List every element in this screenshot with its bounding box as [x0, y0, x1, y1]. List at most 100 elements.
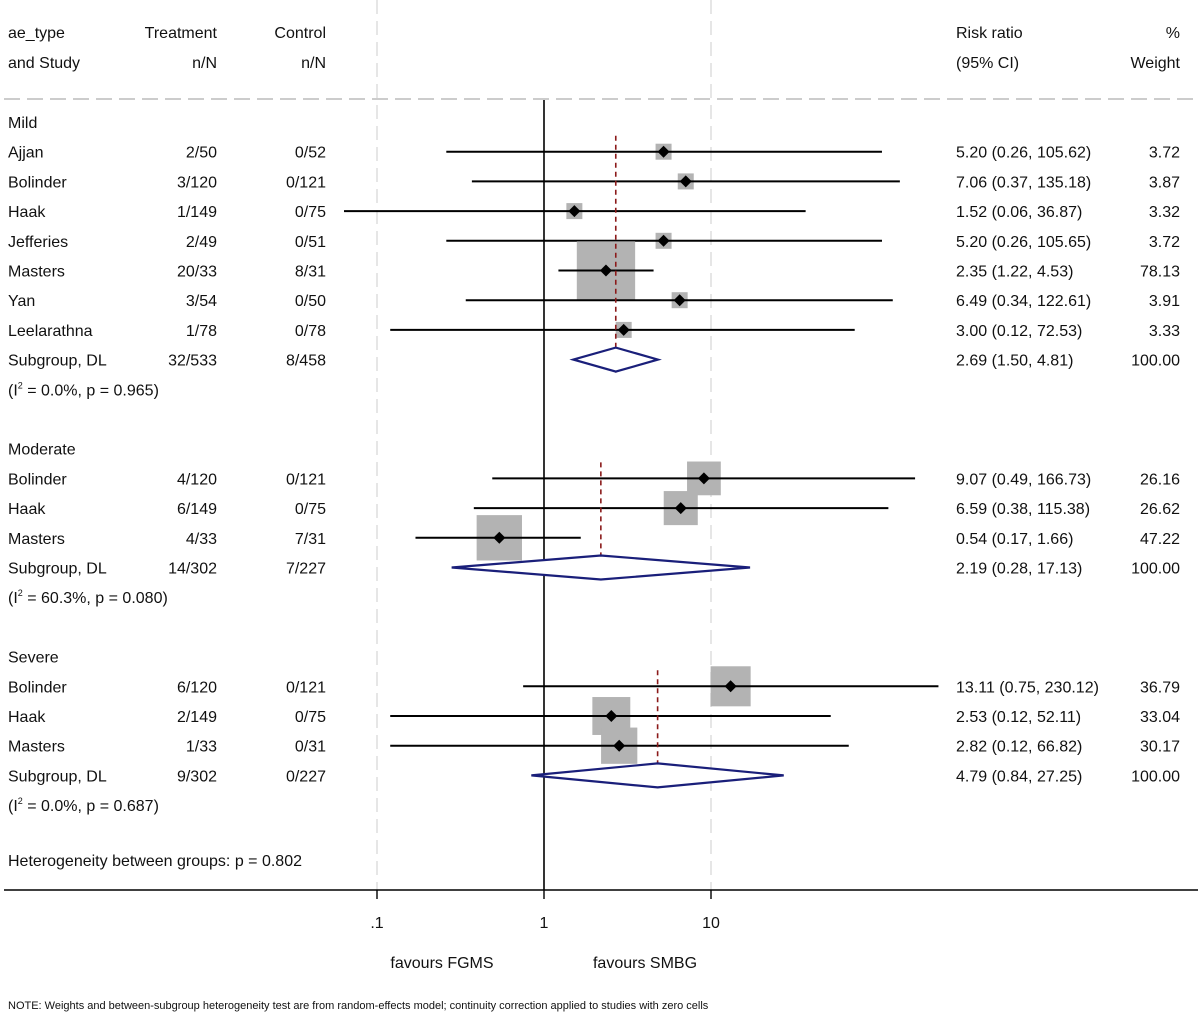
study-risk-ratio: 6.59 (0.38, 115.38)	[956, 501, 1090, 518]
study-control: 0/121	[286, 174, 326, 191]
subgroup-risk-ratio: 4.79 (0.84, 27.25)	[956, 768, 1082, 785]
header-control: Control	[274, 25, 326, 42]
subgroup-risk-ratio: 2.69 (1.50, 4.81)	[956, 353, 1073, 370]
study-name: Bolinder	[8, 174, 67, 191]
point-estimate	[674, 502, 687, 515]
group-title: Severe	[8, 650, 59, 667]
study-weight: 33.04	[1140, 709, 1180, 726]
favours-left-label: favours FGMS	[390, 955, 493, 972]
subgroup-weight: 100.00	[1131, 353, 1180, 370]
heterogeneity-stat: (I2 = 60.3%, p = 0.080)	[8, 588, 168, 607]
point-estimate	[599, 264, 612, 277]
study-treatment: 4/33	[186, 531, 217, 548]
header-treatment: Treatment	[145, 25, 218, 42]
study-risk-ratio: 0.54 (0.17, 1.66)	[956, 531, 1073, 548]
subgroup-weight: 100.00	[1131, 561, 1180, 578]
study-name: Haak	[8, 501, 46, 518]
group-title: Mild	[8, 115, 37, 132]
study-treatment: 2/149	[177, 709, 217, 726]
between-groups-heterogeneity: Heterogeneity between groups: p = 0.802	[8, 853, 302, 870]
header-treatment-sub: n/N	[192, 55, 217, 72]
study-control: 0/51	[295, 234, 326, 251]
subgroup-control: 7/227	[286, 561, 326, 578]
header-weight-sub: Weight	[1130, 55, 1180, 72]
x-tick-label: 1	[540, 915, 549, 932]
point-estimate	[493, 531, 506, 544]
subgroup-label: Subgroup, DL	[8, 768, 107, 785]
subgroup-treatment: 14/302	[168, 561, 217, 578]
study-control: 0/75	[295, 709, 326, 726]
study-control: 7/31	[295, 531, 326, 548]
pooled-diamond	[531, 762, 784, 789]
study-treatment: 6/149	[177, 501, 217, 518]
heterogeneity-stat: (I2 = 0.0%, p = 0.965)	[8, 380, 159, 399]
subgroup-label: Subgroup, DL	[8, 353, 107, 370]
study-name: Jefferies	[8, 234, 68, 251]
point-estimate	[673, 294, 686, 307]
study-weight: 3.32	[1149, 204, 1180, 221]
point-estimate	[568, 205, 581, 218]
study-weight: 3.87	[1149, 174, 1180, 191]
subgroup-treatment: 32/533	[168, 353, 217, 370]
subgroup-label: Subgroup, DL	[8, 561, 107, 578]
study-name: Masters	[8, 531, 65, 548]
header-control-sub: n/N	[301, 55, 326, 72]
subgroup-control: 8/458	[286, 353, 326, 370]
point-estimate	[605, 710, 618, 722]
study-control: 0/52	[295, 145, 326, 162]
x-tick-label: .1	[370, 915, 383, 932]
subgroup-control: 0/227	[286, 768, 326, 785]
study-name: Masters	[8, 739, 65, 756]
study-weight: 30.17	[1140, 739, 1180, 756]
study-treatment: 6/120	[177, 679, 217, 696]
study-control: 0/50	[295, 293, 326, 310]
subgroup-risk-ratio: 2.19 (0.28, 17.13)	[956, 561, 1082, 578]
study-name: Ajjan	[8, 145, 44, 162]
point-estimate	[697, 472, 710, 485]
header-ci: (95% CI)	[956, 55, 1019, 72]
group-title: Moderate	[8, 442, 76, 459]
study-control: 0/31	[295, 739, 326, 756]
pooled-diamond	[451, 554, 751, 581]
footnote: NOTE: Weights and between-subgroup heter…	[8, 1000, 709, 1012]
point-estimate	[657, 145, 670, 158]
study-control: 8/31	[295, 264, 326, 281]
study-treatment: 3/120	[177, 174, 217, 191]
header-weight: %	[1166, 25, 1180, 42]
study-weight: 78.13	[1140, 264, 1180, 281]
study-risk-ratio: 5.20 (0.26, 105.62)	[956, 145, 1091, 162]
study-treatment: 2/50	[186, 145, 217, 162]
study-treatment: 1/33	[186, 739, 217, 756]
study-weight: 47.22	[1140, 531, 1180, 548]
point-estimate	[617, 323, 630, 336]
point-estimate	[679, 175, 692, 188]
study-risk-ratio: 2.53 (0.12, 52.11)	[956, 709, 1081, 726]
study-risk-ratio: 6.49 (0.34, 122.61)	[956, 293, 1091, 310]
subgroup-weight: 100.00	[1131, 768, 1180, 785]
header-study-sub: and Study	[8, 55, 80, 72]
point-estimate	[613, 739, 626, 752]
study-name: Bolinder	[8, 471, 67, 488]
study-risk-ratio: 13.11 (0.75, 230.12)	[956, 679, 1099, 696]
study-risk-ratio: 1.52 (0.06, 36.87)	[956, 204, 1082, 221]
study-name: Haak	[8, 709, 46, 726]
study-name: Leelarathna	[8, 323, 93, 340]
study-risk-ratio: 2.82 (0.12, 66.82)	[956, 739, 1082, 756]
study-control: 0/75	[295, 204, 326, 221]
study-name: Haak	[8, 204, 46, 221]
study-control: 0/75	[295, 501, 326, 518]
study-weight: 26.16	[1140, 471, 1180, 488]
study-control: 0/121	[286, 679, 326, 696]
header-study: ae_type	[8, 25, 65, 42]
study-risk-ratio: 2.35 (1.22, 4.53)	[956, 264, 1073, 281]
point-estimate	[724, 680, 737, 693]
study-control: 0/78	[295, 323, 326, 340]
study-name: Yan	[8, 293, 35, 310]
header-risk-ratio: Risk ratio	[956, 25, 1023, 42]
pooled-diamond	[569, 346, 662, 373]
study-treatment: 2/49	[186, 234, 217, 251]
study-weight: 3.72	[1149, 145, 1180, 162]
favours-right-label: favours SMBG	[593, 955, 697, 972]
study-treatment: 1/149	[177, 204, 217, 221]
